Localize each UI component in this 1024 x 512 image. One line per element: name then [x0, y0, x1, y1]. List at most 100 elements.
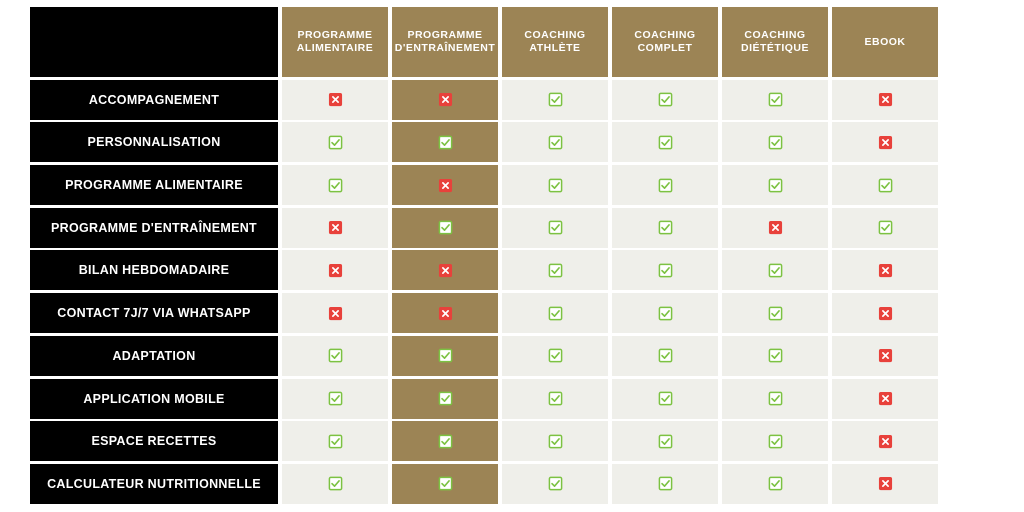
- check-icon: [548, 263, 562, 278]
- table-cell: [722, 79, 828, 120]
- check-icon: [658, 135, 672, 150]
- column-header-programme-alimentaire: PROGRAMME ALIMENTAIRE: [282, 7, 388, 77]
- cross-icon: [328, 93, 342, 107]
- column-header-ebook: EBOOK: [832, 7, 938, 77]
- table-cell: [612, 165, 718, 206]
- check-icon: [328, 178, 342, 192]
- cross-icon: [768, 221, 782, 235]
- table-cell: [722, 378, 828, 419]
- table-cell: [392, 463, 498, 504]
- check-icon: [658, 306, 672, 320]
- check-icon: [438, 477, 452, 491]
- table-cell: [502, 463, 608, 504]
- table-cell: [722, 122, 828, 163]
- table-cell: [392, 293, 498, 334]
- check-icon: [658, 178, 672, 192]
- check-icon: [548, 391, 562, 406]
- check-icon: [768, 348, 782, 363]
- row-label: PROGRAMME ALIMENTAIRE: [30, 165, 278, 206]
- check-icon: [438, 220, 452, 235]
- table-cell: [722, 250, 828, 291]
- check-icon: [768, 92, 782, 107]
- table-cell: [722, 421, 828, 462]
- check-icon: [658, 348, 672, 363]
- check-icon: [548, 92, 562, 107]
- table-cell: [832, 79, 938, 120]
- table-cell: [282, 421, 388, 462]
- check-icon: [658, 263, 672, 278]
- check-icon: [768, 263, 782, 278]
- cross-icon: [328, 306, 342, 320]
- row-label: PERSONNALISATION: [30, 122, 278, 163]
- table-cell: [612, 293, 718, 334]
- column-header-coaching-dietetique: COACHING DIÉTÉTIQUE: [722, 7, 828, 77]
- cross-icon: [878, 349, 892, 363]
- row-label: ADAPTATION: [30, 335, 278, 376]
- check-icon: [768, 135, 782, 150]
- table-cell: [612, 463, 718, 504]
- check-icon: [658, 477, 672, 491]
- check-icon: [328, 434, 342, 449]
- row-label: ESPACE RECETTES: [30, 421, 278, 462]
- table-cell: [832, 293, 938, 334]
- table-cell: [722, 165, 828, 206]
- check-icon: [658, 434, 672, 449]
- check-icon: [328, 477, 342, 491]
- check-icon: [548, 306, 562, 320]
- cross-icon: [878, 135, 892, 149]
- table-cell: [612, 79, 718, 120]
- table-cell: [502, 293, 608, 334]
- table-cell: [502, 335, 608, 376]
- table-cell: [612, 250, 718, 291]
- cross-icon: [328, 263, 342, 277]
- column-header-coaching-complet: COACHING COMPLET: [612, 7, 718, 77]
- row-label: PROGRAMME D'ENTRAÎNEMENT: [30, 207, 278, 248]
- check-icon: [768, 434, 782, 449]
- cross-icon: [878, 391, 892, 406]
- cross-icon: [438, 306, 452, 320]
- check-icon: [438, 391, 452, 406]
- table-cell: [392, 165, 498, 206]
- table-cell: [282, 250, 388, 291]
- table-cell: [832, 122, 938, 163]
- table-cell: [612, 421, 718, 462]
- cross-icon: [878, 306, 892, 320]
- table-cell: [392, 122, 498, 163]
- check-icon: [878, 220, 892, 235]
- table-cell: [612, 207, 718, 248]
- check-icon: [658, 92, 672, 107]
- column-header-coaching-athlete: COACHING ATHLÈTE: [502, 7, 608, 77]
- row-label: CONTACT 7J/7 VIA WHATSAPP: [30, 293, 278, 334]
- check-icon: [438, 135, 452, 150]
- table-cell: [282, 335, 388, 376]
- table-cell: [832, 250, 938, 291]
- cross-icon: [438, 93, 452, 107]
- check-icon: [548, 220, 562, 235]
- row-label: APPLICATION MOBILE: [30, 378, 278, 419]
- cross-icon: [438, 178, 452, 192]
- table-cell: [832, 207, 938, 248]
- cross-icon: [878, 93, 892, 107]
- cross-icon: [878, 477, 892, 491]
- table-cell: [722, 293, 828, 334]
- check-icon: [548, 178, 562, 192]
- table-cell: [832, 165, 938, 206]
- table-cell: [612, 378, 718, 419]
- cross-icon: [438, 263, 452, 277]
- comparison-table: PROGRAMME ALIMENTAIRE PROGRAMME D'ENTRAÎ…: [30, 7, 941, 504]
- check-icon: [548, 348, 562, 363]
- check-icon: [658, 220, 672, 235]
- check-icon: [548, 477, 562, 491]
- table-cell: [282, 293, 388, 334]
- check-icon: [328, 135, 342, 150]
- table-cell: [392, 79, 498, 120]
- cross-icon: [878, 434, 892, 448]
- table-cell: [392, 250, 498, 291]
- check-icon: [768, 391, 782, 406]
- table-cell: [612, 122, 718, 163]
- check-icon: [438, 348, 452, 363]
- cross-icon: [328, 221, 342, 235]
- table-cell: [392, 421, 498, 462]
- table-cell: [722, 463, 828, 504]
- check-icon: [878, 178, 892, 192]
